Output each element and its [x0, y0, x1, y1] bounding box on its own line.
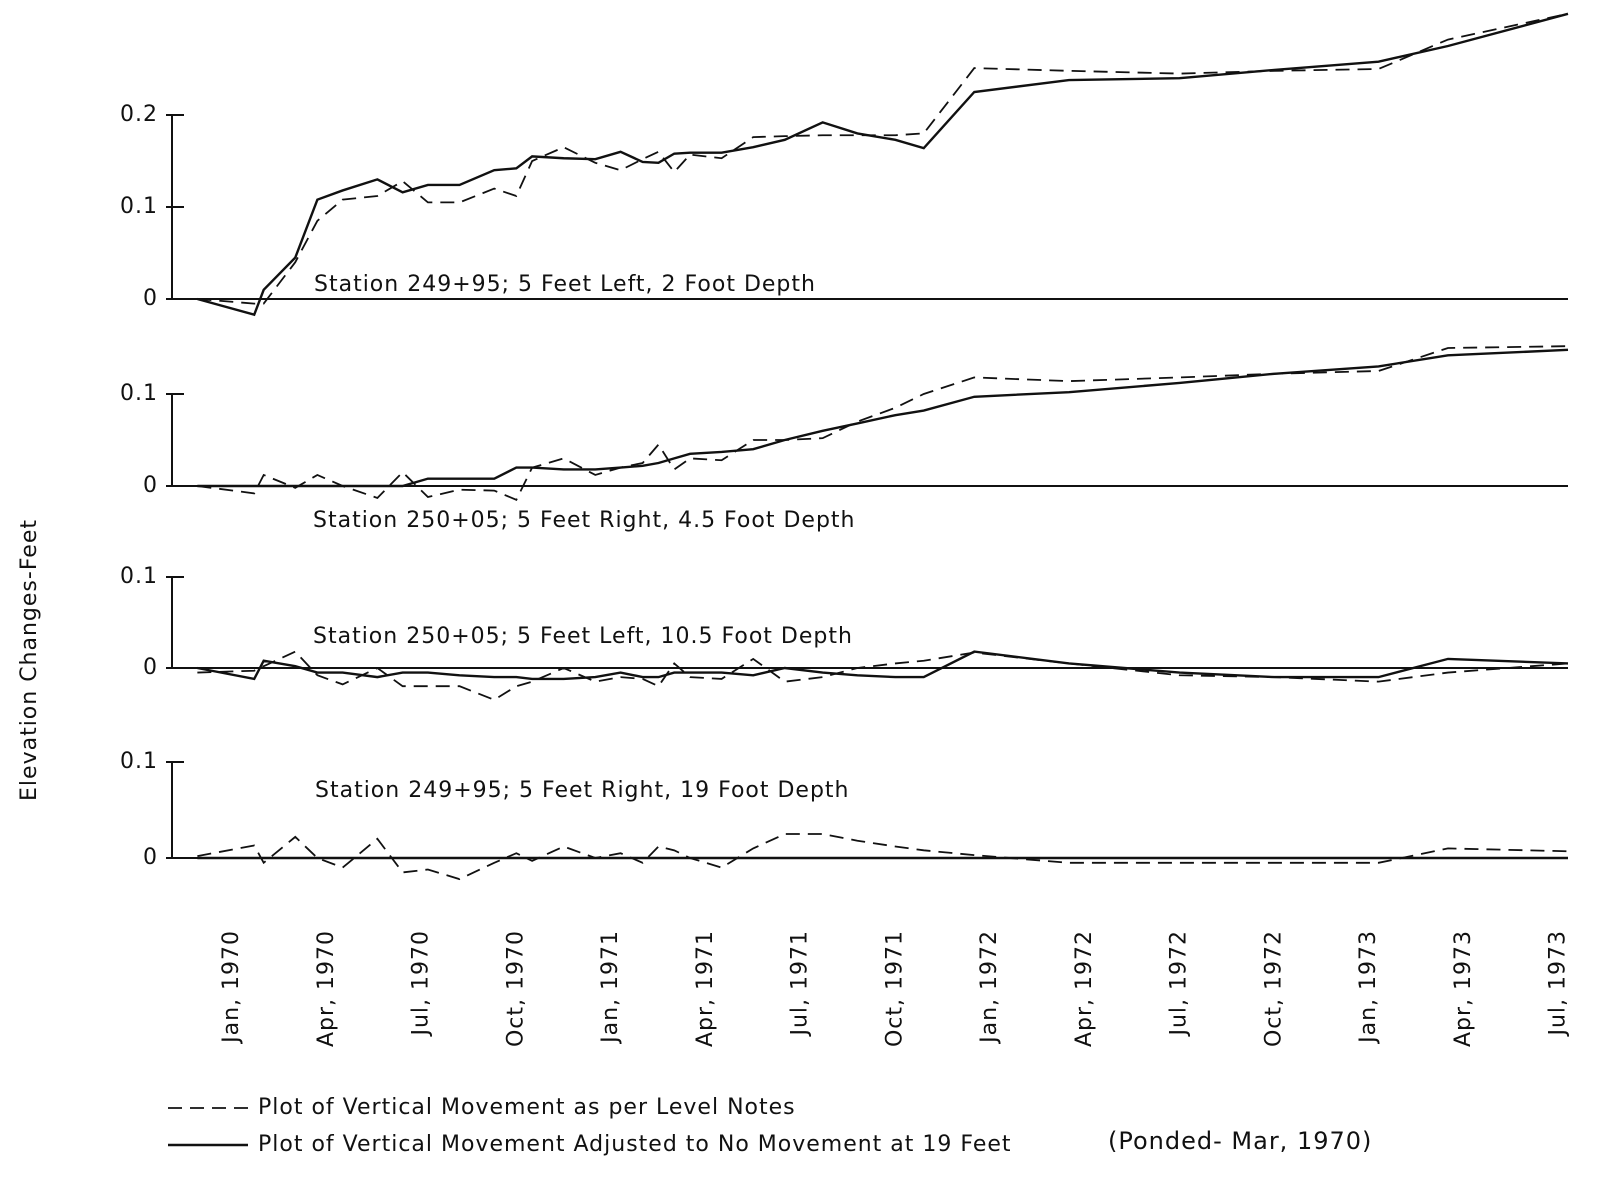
- data-line: [197, 345, 1569, 501]
- x-tick-label: Apr, 1973: [1451, 930, 1476, 1047]
- x-tick-label: Jul, 1972: [1167, 930, 1192, 1038]
- data-line: [197, 650, 1569, 701]
- x-tick-label: Oct, 1972: [1261, 930, 1286, 1047]
- y-tick-label: 0.2: [120, 102, 158, 127]
- y-tick-label: 0.1: [120, 564, 158, 589]
- x-tick-label: Apr, 1970: [314, 930, 339, 1047]
- data-line: [197, 12, 1569, 305]
- data-line: [197, 650, 1569, 681]
- y-tick-label: 0: [143, 845, 158, 870]
- note: (Ponded- Mar, 1970): [1108, 1127, 1372, 1155]
- x-tick-label: Jan, 1970: [219, 930, 244, 1045]
- y-axis-label: Elevation Changes-Feet: [17, 519, 42, 801]
- panel-title: Station 249+95; 5 Feet Left, 2 Foot Dept…: [314, 272, 816, 297]
- y-tick-label: 0.1: [120, 749, 158, 774]
- y-tick-label: 0: [143, 655, 158, 680]
- x-tick-label: Apr, 1971: [693, 930, 718, 1047]
- data-line: [197, 833, 1569, 881]
- panel-title: Station 250+05; 5 Feet Right, 4.5 Foot D…: [313, 508, 855, 533]
- y-tick-label: 0: [143, 473, 158, 498]
- y-tick-label: 0.1: [120, 194, 158, 219]
- x-tick-label: Oct, 1971: [882, 930, 907, 1047]
- data-line: [197, 12, 1569, 317]
- x-tick-label: Jul, 1973: [1546, 930, 1571, 1038]
- x-tick-label: Jan, 1973: [1356, 930, 1381, 1045]
- x-tick-label: Apr, 1972: [1072, 930, 1097, 1047]
- x-tick-label: Jan, 1971: [598, 930, 623, 1045]
- x-tick-label: Jul, 1971: [788, 930, 813, 1038]
- y-tick-label: 0.1: [120, 381, 158, 406]
- legend-label: Plot of Vertical Movement as per Level N…: [258, 1095, 796, 1120]
- panel-title: Station 250+05; 5 Feet Left, 10.5 Foot D…: [313, 624, 853, 649]
- x-tick-label: Jul, 1970: [409, 930, 434, 1038]
- panel-title: Station 249+95; 5 Feet Right, 19 Foot De…: [315, 778, 850, 803]
- x-tick-label: Jan, 1972: [977, 930, 1002, 1045]
- x-tick-label: Oct, 1970: [503, 930, 528, 1047]
- data-line: [197, 348, 1569, 488]
- legend-label: Plot of Vertical Movement Adjusted to No…: [258, 1132, 1012, 1157]
- y-tick-label: 0: [143, 286, 158, 311]
